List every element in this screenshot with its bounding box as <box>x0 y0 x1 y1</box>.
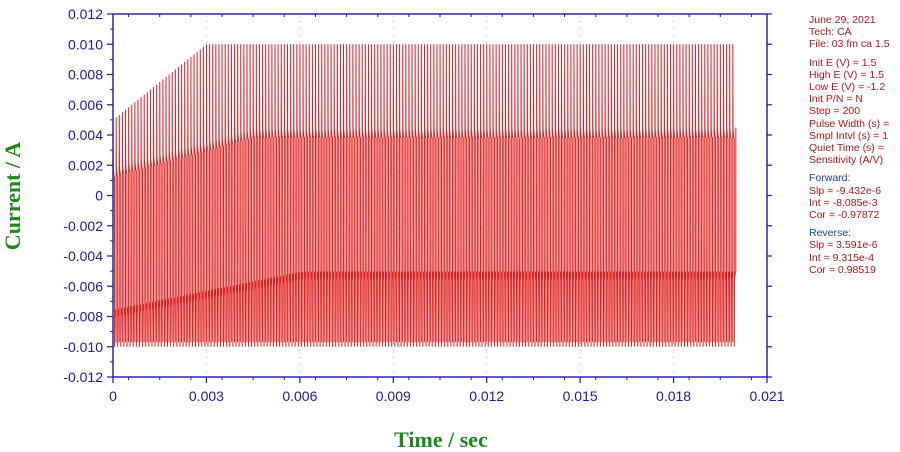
info-param-line-0: Init E (V) = 1.5 <box>809 56 877 69</box>
x-tick-label-2: 0.006 <box>282 388 317 404</box>
x-tick-label-3: 0.009 <box>376 388 411 404</box>
forward-slope: Slp = -9.432e-6 <box>809 184 882 197</box>
y-tick-label-5: 0.002 <box>68 157 103 173</box>
y-tick-label-9: -0.006 <box>63 278 103 294</box>
reverse-slope: Slp = 3.591e-6 <box>809 239 878 252</box>
info-param-line-2: Low E (V) = -1.2 <box>809 81 886 94</box>
info-param-line-1: High E (V) = 1.5 <box>809 68 884 81</box>
y-axis-title: Current / A <box>0 142 25 250</box>
y-tick-label-8: -0.004 <box>63 248 103 264</box>
info-param-line-4: Step = 200 <box>809 105 861 118</box>
forward-correlation: Cor = -0.97872 <box>809 209 880 222</box>
info-header-line-0: June 29, 2021 <box>809 14 876 26</box>
x-axis-title: Time / sec <box>394 427 488 452</box>
experiment-info-panel: June 29, 2021 Tech: CA File: 03 fm ca 1.5 … <box>809 14 900 282</box>
y-tick-label-11: -0.010 <box>63 339 103 355</box>
reverse-intercept: Int = 9.315e-4 <box>809 251 875 264</box>
y-tick-label-4: 0.004 <box>68 127 103 143</box>
info-header-line-1: Tech: CA <box>809 26 852 39</box>
reverse-correlation: Cor = 0.98519 <box>809 263 876 276</box>
info-param-line-8: Sensitivity (A/V) <box>809 154 884 167</box>
x-tick-label-6: 0.018 <box>656 388 691 404</box>
reverse-fit: Reverse: Slp = 3.591e-6 Int = 9.315e-4 C… <box>809 227 900 276</box>
info-param-line-6: Smpl Intvl (s) = 1 <box>809 129 889 142</box>
y-tick-label-3: 0.006 <box>68 97 103 113</box>
x-tick-label-7: 0.021 <box>749 388 784 404</box>
forward-fit: Forward: Slp = -9.432e-6 Int = -8.085e-3… <box>809 172 900 221</box>
x-tick-label-1: 0.003 <box>189 388 224 404</box>
y-tick-label-10: -0.008 <box>63 309 103 325</box>
x-tick-label-4: 0.012 <box>469 388 504 404</box>
reverse-title: Reverse: <box>809 227 852 240</box>
info-param-line-5: Pulse Width (s) = <box>809 117 890 130</box>
forward-intercept: Int = -8.085e-3 <box>809 196 878 209</box>
info-param-line-7: Quiet Time (s) = <box>809 142 884 155</box>
x-tick-label-0: 0 <box>109 388 117 404</box>
info-header: June 29, 2021 Tech: CA File: 03 fm ca 1.5 <box>809 14 900 51</box>
info-param-line-3: Init P/N = N <box>809 93 863 106</box>
y-tick-label-12: -0.012 <box>63 369 103 385</box>
forward-title: Forward: <box>809 172 851 185</box>
info-parameters: Init E (V) = 1.5 High E (V) = 1.5 Low E (V… <box>809 57 900 167</box>
y-tick-label-0: 0.012 <box>68 6 103 22</box>
current-trace <box>112 44 737 347</box>
y-tick-label-1: 0.010 <box>68 36 103 52</box>
series-line-current <box>112 44 737 347</box>
y-tick-label-7: -0.002 <box>63 218 103 234</box>
y-tick-label-2: 0.008 <box>68 67 103 83</box>
y-tick-label-6: 0 <box>95 188 103 204</box>
x-axis-ticks: 0 0.003 0.006 0.009 0.012 0.015 0.018 0.021 <box>109 14 785 404</box>
x-tick-label-5: 0.015 <box>563 388 598 404</box>
info-header-line-2: File: 03 fm ca 1.5 <box>809 38 890 51</box>
y-axis-ticks: 0.012 0.010 0.008 0.006 0.004 0.002 0 -0.002 -0.… <box>63 6 772 385</box>
